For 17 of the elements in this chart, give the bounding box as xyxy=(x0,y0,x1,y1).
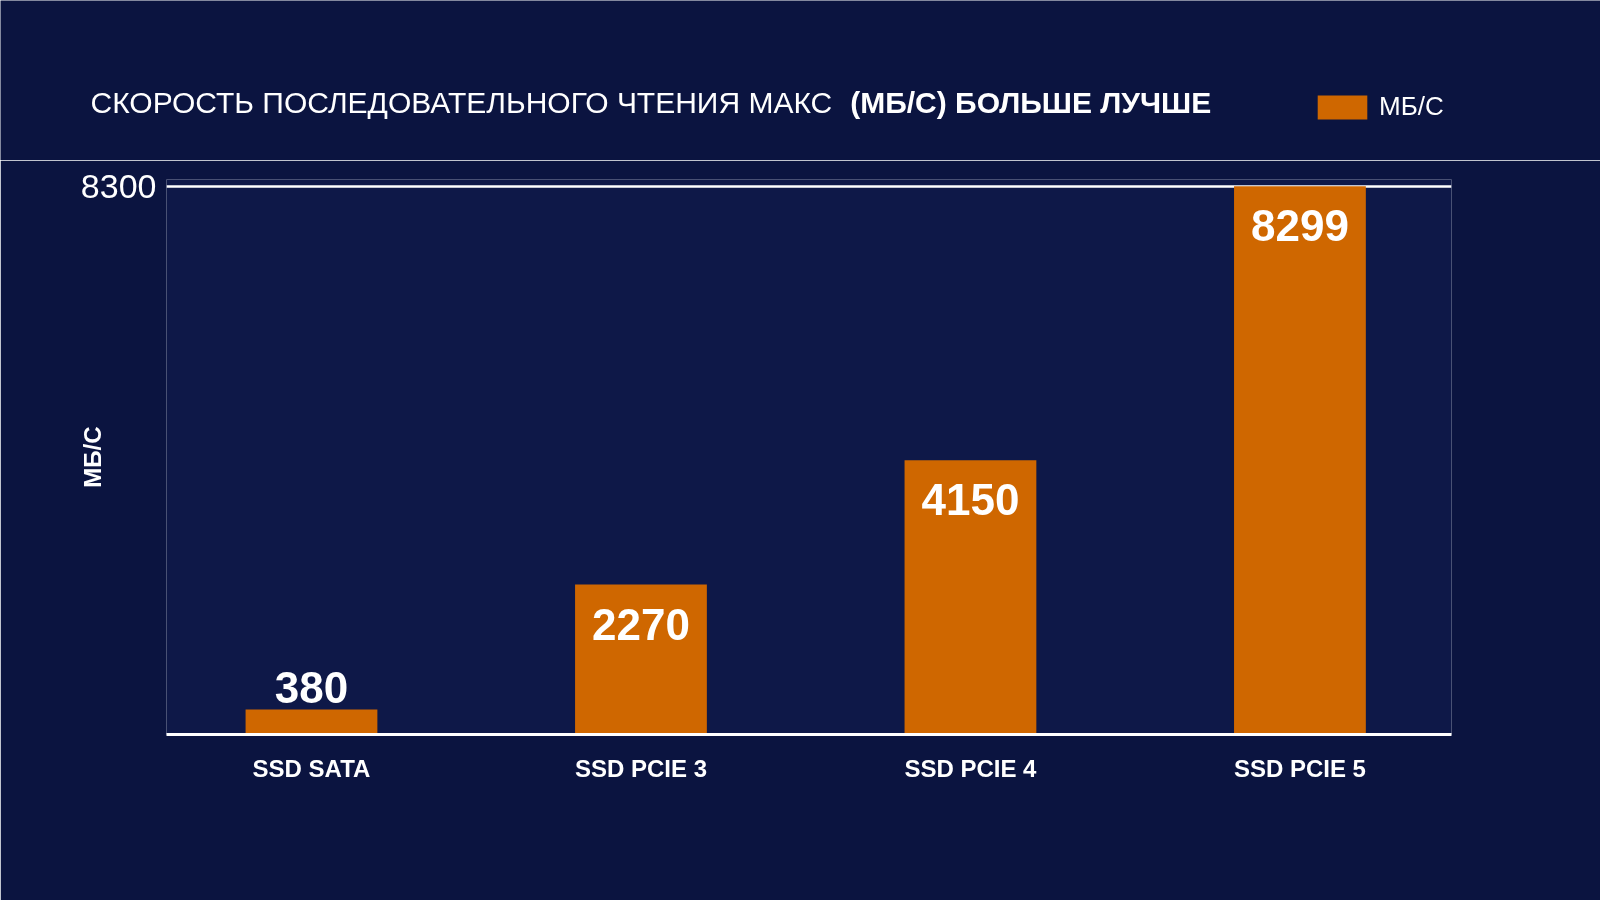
data-label: 8299 xyxy=(1250,201,1349,251)
x-tick-label: SSD PCIE 4 xyxy=(904,754,1038,782)
y-axis-title: МБ/С xyxy=(78,426,106,488)
x-tick-label: SSD SATA xyxy=(252,754,371,782)
chart-title: СКОРОСТЬ ПОСЛЕДОВАТЕЛЬНОГО ЧТЕНИЯ МАКС xyxy=(90,86,833,119)
chart-subtitle: (МБ/С) БОЛЬШЕ ЛУЧШЕ xyxy=(850,86,1212,119)
bar xyxy=(245,709,378,735)
data-label: 2270 xyxy=(592,599,690,649)
bar xyxy=(1234,186,1366,735)
bar xyxy=(904,460,1037,735)
x-tick-label: SSD PCIE 3 xyxy=(574,754,707,782)
legend-label: МБ/С xyxy=(1379,91,1444,122)
data-label: 380 xyxy=(274,663,349,713)
y-tick-label: 8300 xyxy=(80,166,157,205)
data-label: 4150 xyxy=(921,475,1020,525)
bar xyxy=(575,584,707,735)
x-tick-label: SSD PCIE 5 xyxy=(1233,754,1366,782)
